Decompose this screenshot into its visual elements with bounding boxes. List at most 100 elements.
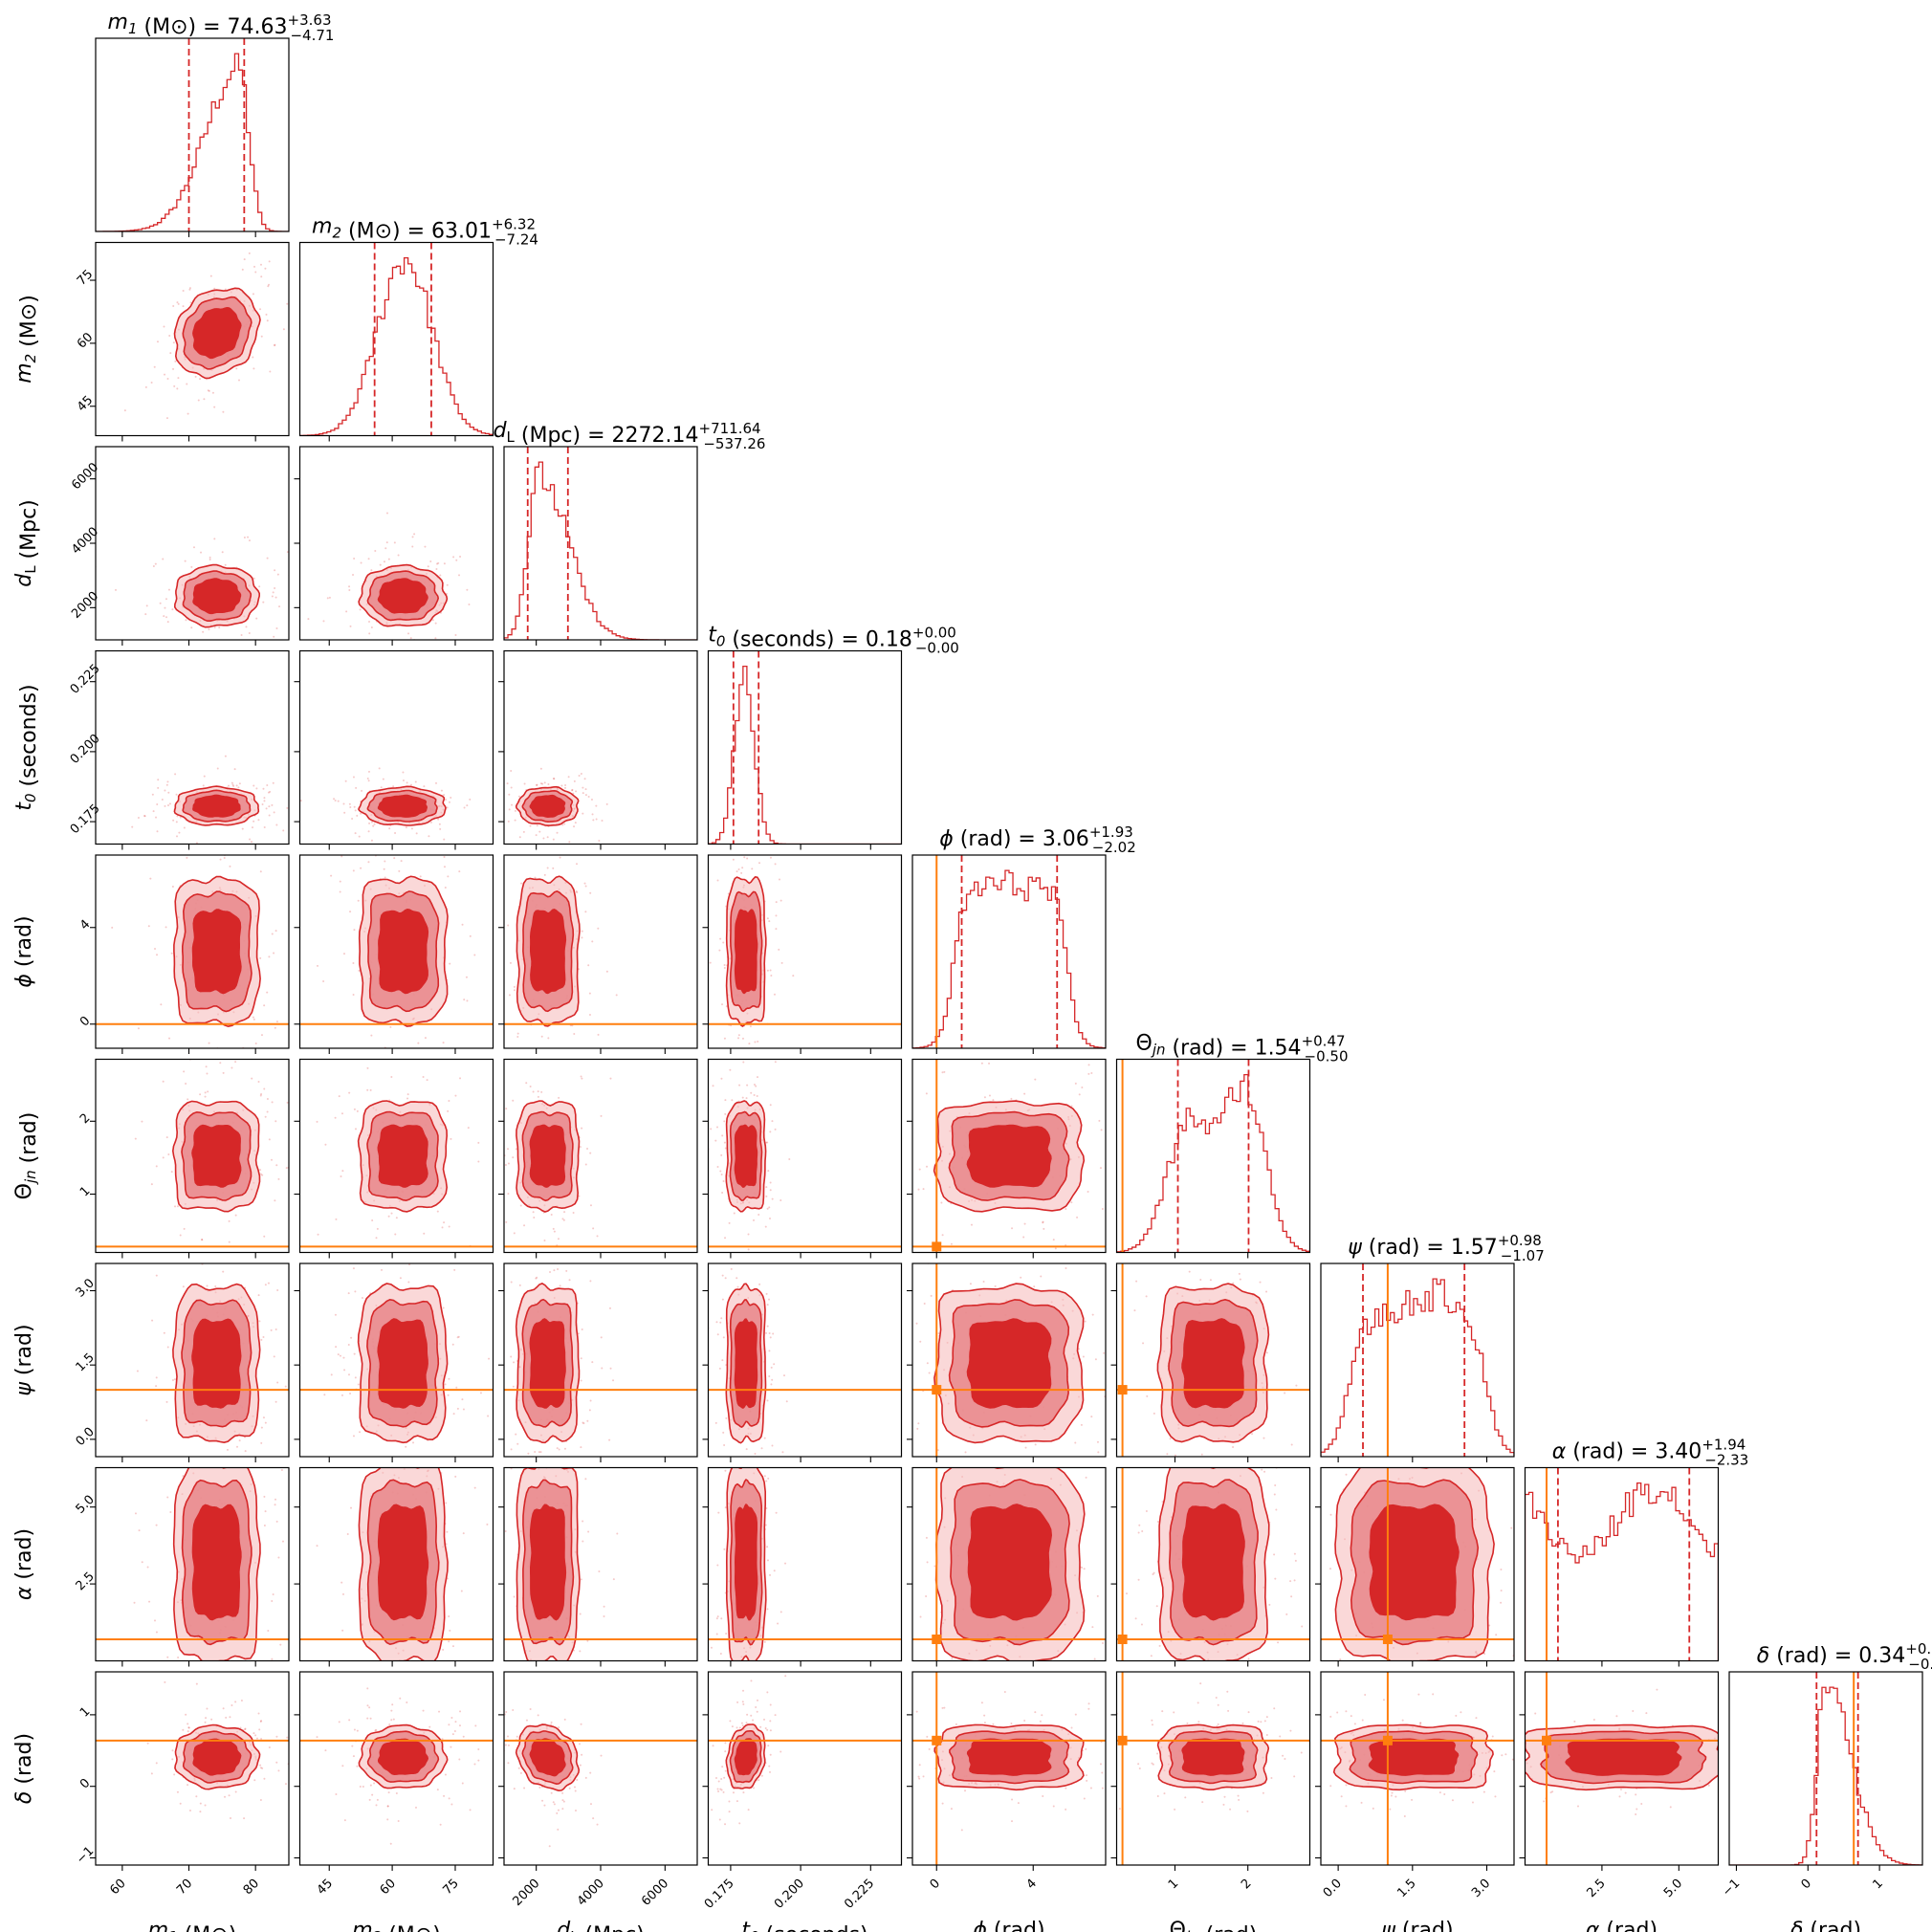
panel-m1-vs-m2: 45 60 75	[75, 241, 290, 442]
title-delta: δ (rad) = 0.34+0.36−0.22	[1757, 1640, 1932, 1673]
title-psi: ψ (rad) = 1.57+0.98 −1.07	[1348, 1232, 1545, 1264]
title-t0: t0 (seconds) = 0.18+0.00 −0.00	[708, 624, 959, 657]
panel-frame	[911, 1466, 1107, 1662]
panel-frame	[95, 649, 290, 845]
ytick-label-phi: 4	[77, 917, 93, 933]
contour-inner-theta-delta	[1181, 1738, 1245, 1776]
hist-phi	[912, 869, 1106, 1048]
panel-phi-vs-psi	[907, 1262, 1107, 1462]
panel-frame	[1115, 1058, 1311, 1254]
panel-frame	[1115, 1262, 1311, 1458]
xaxis-label-t0: t0 (seconds)	[741, 1919, 867, 1932]
panel-m2-vs-theta	[294, 1058, 494, 1259]
xtick-label-t0: 0.200	[772, 1877, 807, 1912]
panel-frame	[503, 446, 698, 641]
panel-psi-vs-delta: 0.0 1.5 3.0	[1315, 1671, 1515, 1900]
contour-inner-dL-delta	[529, 1738, 566, 1777]
panel-m2-hist: m2 (M⊙) = 63.01+6.32 −7.24	[298, 215, 538, 442]
contour-inner-m2-t0	[377, 794, 428, 818]
xtick-label-alpha: 2.5	[1585, 1877, 1609, 1900]
xtick-label-delta: 1	[1870, 1877, 1885, 1892]
panel-frame	[707, 1058, 903, 1254]
xaxis-label-alpha: α (rad)	[1586, 1919, 1658, 1932]
contour-inner-dL-t0	[529, 794, 566, 819]
panel-m1-vs-delta: 60 70 80 −1 0 1	[74, 1671, 290, 1898]
panel-frame	[911, 1671, 1107, 1866]
panel-frame	[911, 854, 1107, 1049]
truth-marker-theta-delta	[1117, 1735, 1128, 1745]
panel-alpha-vs-delta: 2.5 5.0	[1519, 1671, 1720, 1900]
ytick-label-alpha: 2.5	[74, 1570, 98, 1593]
ytick-label-m2: 60	[75, 330, 96, 351]
xaxis-label-m2: m2 (M⊙)	[352, 1919, 441, 1932]
contour-inner-phi-psi	[966, 1318, 1052, 1409]
contour-inner-phi-alpha	[967, 1504, 1053, 1621]
panel-dL-vs-phi	[498, 854, 698, 1054]
title-dL: dL (Mpc) = 2272.14+711.64 −537.26	[494, 419, 766, 452]
contour-inner-t0-psi	[734, 1318, 758, 1410]
panel-frame	[1320, 1466, 1515, 1662]
panel-t0-vs-theta	[702, 1058, 903, 1259]
contour-inner-m1-dL	[192, 578, 242, 615]
xtick-label-phi: 0	[928, 1877, 943, 1892]
contour-inner-alpha-delta	[1565, 1738, 1682, 1776]
panel-frame	[298, 649, 494, 845]
panel-t0-vs-delta: 0.175 0.200 0.225	[702, 1671, 903, 1912]
contour-inner-psi-delta	[1368, 1738, 1460, 1776]
panel-frame	[298, 1058, 494, 1254]
yaxis-label-theta: Θjn (rad)	[12, 1112, 41, 1200]
ytick-label-t0: 0.200	[68, 732, 103, 767]
contour-inner-phi-theta	[966, 1124, 1052, 1188]
hist-alpha	[1525, 1482, 1719, 1661]
panel-frame	[1524, 1671, 1720, 1866]
contour-inner-m2-psi	[377, 1318, 428, 1409]
panel-dL-hist: dL (Mpc) = 2272.14+711.64 −537.26	[494, 419, 766, 646]
contour-inner-dL-psi	[529, 1318, 566, 1409]
panel-m2-vs-dL	[294, 446, 494, 646]
xtick-label-psi: 0.0	[1321, 1877, 1345, 1900]
contour-inner-m1-alpha	[191, 1504, 242, 1621]
panel-theta-hist: Θjn (rad) = 1.54+0.47 −0.50	[1115, 1032, 1349, 1259]
xtick-label-alpha: 5.0	[1661, 1877, 1685, 1900]
contour-inner-m1-delta	[192, 1738, 242, 1776]
xtick-label-theta: 1	[1166, 1877, 1181, 1892]
contour-inner-m2-alpha	[377, 1504, 429, 1621]
contour-inner-m1-m2	[192, 306, 242, 360]
ytick-label-theta: 1	[77, 1184, 93, 1199]
ytick-label-delta: −1	[74, 1844, 97, 1867]
ytick-label-alpha: 5.0	[74, 1493, 98, 1517]
panel-phi-vs-theta	[907, 1058, 1107, 1259]
panel-frame	[911, 1058, 1107, 1254]
yaxis-label-delta: δ (rad)	[12, 1733, 36, 1804]
yaxis-label-psi: ψ (rad)	[12, 1324, 36, 1395]
ytick-label-dL: 2000	[69, 589, 101, 622]
truth-marker-psi-delta	[1382, 1735, 1393, 1745]
panel-t0-vs-psi	[702, 1262, 903, 1462]
yaxis-label-t0: t0 (seconds)	[12, 684, 41, 810]
panel-frame	[298, 1262, 494, 1458]
hist-theta	[1116, 1074, 1310, 1253]
truth-marker-theta-alpha	[1117, 1634, 1128, 1644]
yaxis-label-dL: dL (Mpc)	[12, 499, 41, 587]
panel-frame	[95, 1262, 290, 1458]
xtick-label-m1: 70	[174, 1877, 195, 1898]
contour-inner-m1-psi	[191, 1318, 242, 1409]
truth-marker-theta-psi	[1117, 1385, 1128, 1395]
xtick-label-m2: 45	[315, 1877, 336, 1898]
xaxis-label-psi: ψ (rad)	[1381, 1919, 1453, 1932]
ytick-label-t0: 0.175	[68, 801, 103, 837]
contour-inner-m2-phi	[378, 908, 429, 995]
panel-theta-vs-psi	[1110, 1262, 1311, 1462]
contour-inner-psi-alpha	[1369, 1504, 1460, 1621]
panel-theta-vs-alpha	[1110, 1466, 1311, 1667]
truth-marker-phi-theta	[932, 1241, 942, 1252]
panel-frame	[95, 1671, 290, 1866]
panel-m2-vs-t0	[294, 649, 494, 850]
contour-inner-phi-delta	[966, 1738, 1052, 1776]
ytick-label-delta: 1	[77, 1704, 93, 1720]
ytick-label-delta: 0	[77, 1776, 93, 1791]
contour-inner-m1-phi	[191, 909, 242, 995]
truth-marker-phi-psi	[932, 1385, 942, 1395]
